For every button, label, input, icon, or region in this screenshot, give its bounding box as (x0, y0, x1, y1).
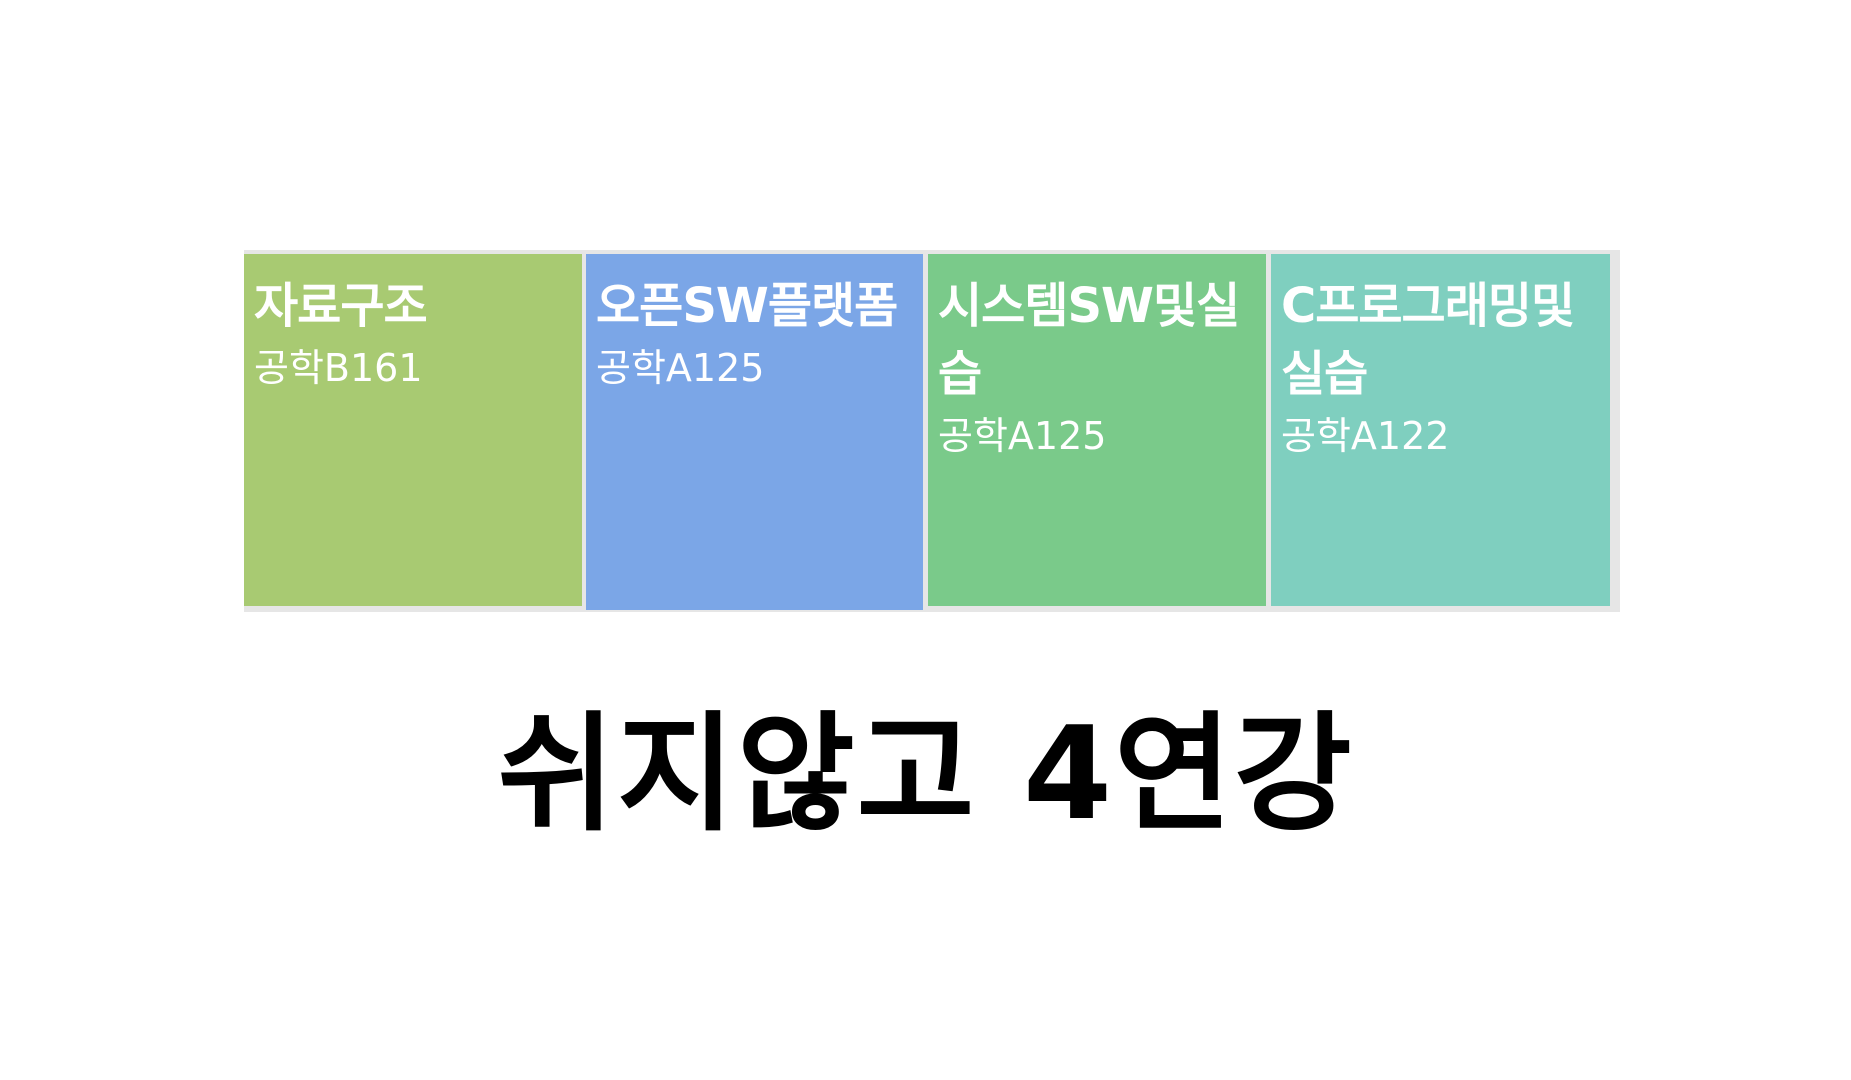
course-block-data-structures[interactable]: 자료구조 공학B161 (244, 254, 582, 606)
course-name: 시스템SW및실습 (938, 278, 1240, 402)
course-room: 공학B161 (254, 346, 423, 390)
course-block-open-sw-platform[interactable]: 오픈SW플랫폼 공학A125 (586, 254, 923, 610)
course-name: 오픈SW플랫폼 (596, 278, 898, 334)
course-room: 공학A125 (596, 346, 765, 390)
course-name: C프로그래밍및실습 (1281, 278, 1575, 402)
timetable-strip: 자료구조 공학B161 오픈SW플랫폼 공학A125 시스템SW및실습 공학A1… (244, 250, 1620, 612)
course-room: 공학A122 (1281, 414, 1450, 458)
caption-text: 쉬지않고 4연강 (497, 700, 1354, 849)
course-block-c-programming-lab[interactable]: C프로그래밍및실습 공학A122 (1271, 254, 1610, 606)
course-name: 자료구조 (254, 278, 428, 334)
course-block-system-sw-lab[interactable]: 시스템SW및실습 공학A125 (928, 254, 1266, 606)
course-room: 공학A125 (938, 414, 1107, 458)
